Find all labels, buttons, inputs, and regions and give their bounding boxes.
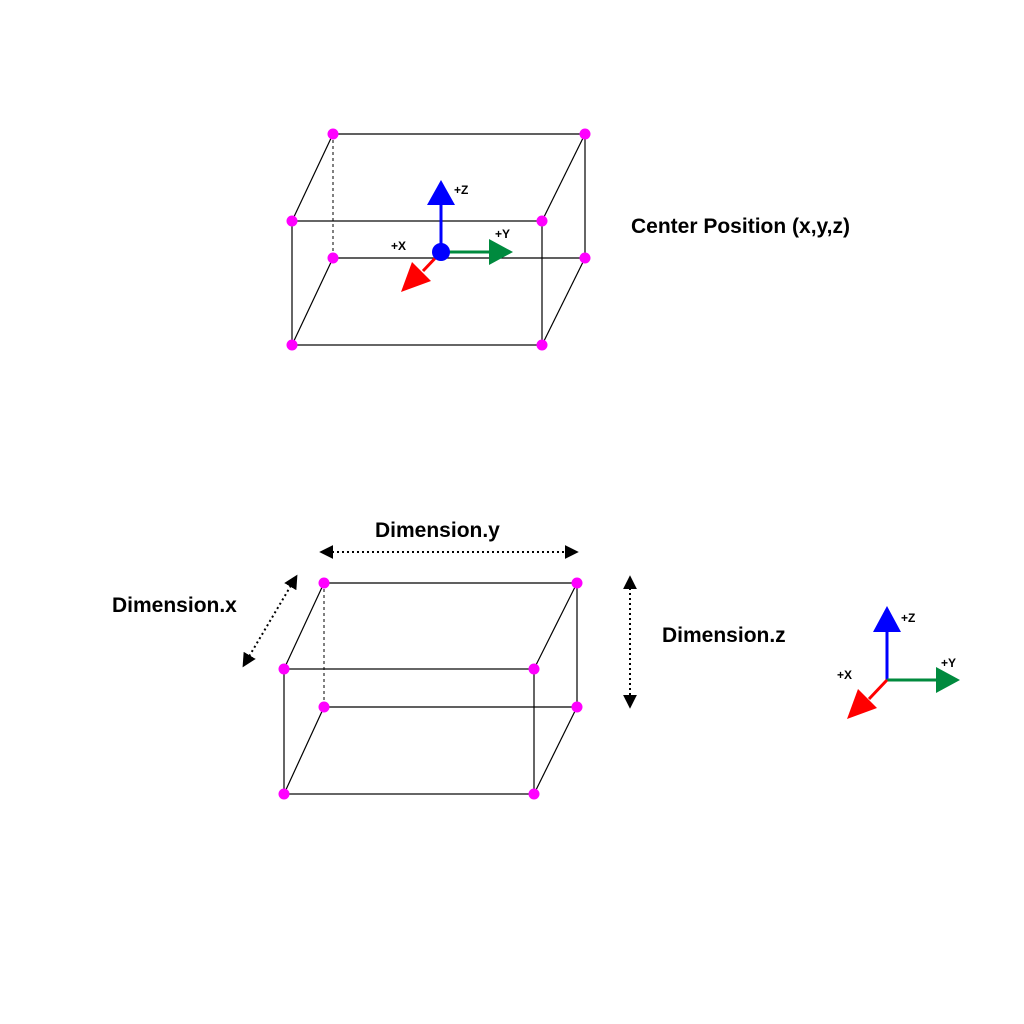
corner-point	[571, 577, 583, 589]
dimension-box: Dimension.y Dimension.x Dimension.z	[112, 519, 786, 800]
dimension-z-label: Dimension.z	[662, 624, 786, 647]
y-axis-arrow-icon	[489, 239, 513, 265]
x-axis-label: +X	[391, 239, 406, 253]
corner-point	[286, 339, 298, 351]
corner-point	[278, 663, 290, 675]
dimension-y-label: Dimension.y	[375, 519, 500, 542]
box-edge	[283, 582, 325, 670]
corner-point	[579, 128, 591, 140]
corner-point	[536, 215, 548, 227]
box-edge	[283, 706, 325, 795]
dimension-x-label: Dimension.x	[112, 594, 237, 617]
z-axis-label: +Z	[454, 183, 468, 197]
corner-point	[318, 701, 330, 713]
corner-point	[327, 252, 339, 264]
y-axis-label: +Y	[941, 656, 956, 670]
y-axis-arrow-icon	[936, 667, 960, 693]
box-edge	[291, 257, 334, 346]
box-front-face	[291, 220, 543, 346]
z-axis-arrow-icon	[873, 606, 901, 632]
corner-point	[278, 788, 290, 800]
x-axis-label: +X	[837, 668, 852, 682]
box-edge	[533, 706, 578, 795]
corner-point	[286, 215, 298, 227]
dimension-x-arrow	[242, 574, 298, 668]
corner-point	[579, 252, 591, 264]
center-axes: +Z +Y +X	[391, 180, 513, 292]
corner-point	[528, 663, 540, 675]
corner-point	[571, 701, 583, 713]
y-axis-label: +Y	[495, 227, 510, 241]
corner-point	[528, 788, 540, 800]
center-point	[432, 243, 450, 261]
z-axis-arrow-icon	[427, 180, 455, 205]
x-axis-line	[867, 678, 889, 701]
corner-point	[327, 128, 339, 140]
corner-point	[318, 577, 330, 589]
box-edge	[541, 257, 586, 346]
x-axis-arrow-icon	[401, 262, 431, 292]
center-position-box: +Z +Y +X Center Position (x,y,z)	[286, 128, 850, 351]
box-edge	[291, 133, 334, 222]
center-position-label: Center Position (x,y,z)	[631, 215, 850, 238]
box-front-face	[283, 668, 535, 795]
axes-triad: +Z +Y +X	[837, 606, 960, 719]
z-axis-label: +Z	[901, 611, 915, 625]
box-edge	[533, 582, 578, 670]
box-edge	[541, 133, 586, 222]
corner-point	[536, 339, 548, 351]
x-axis-arrow-icon	[847, 689, 877, 719]
